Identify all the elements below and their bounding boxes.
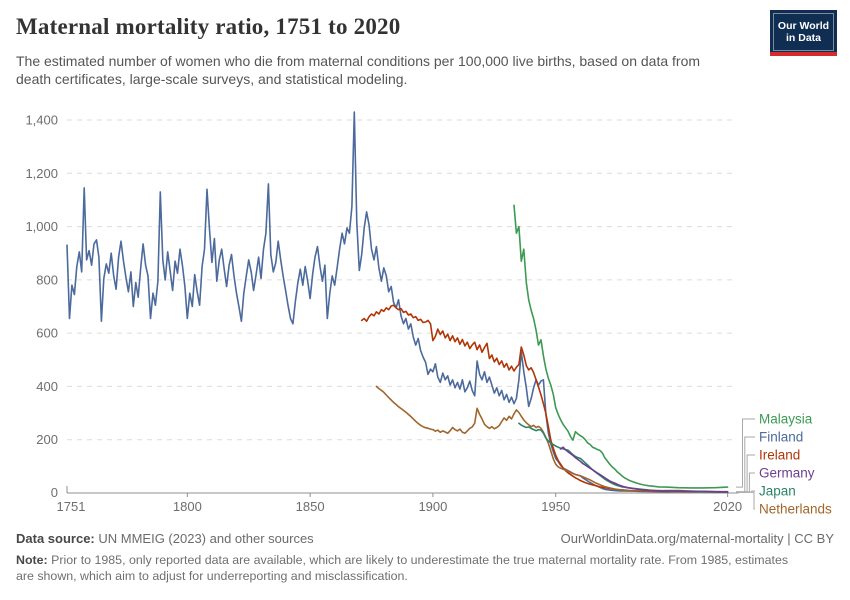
series-line-germany (559, 446, 729, 493)
series-line-ireland (360, 304, 729, 493)
legend-connector-malaysia (736, 418, 755, 488)
legend-label-malaysia[interactable]: Malaysia (759, 412, 813, 427)
note-text: Prior to 1985, only reported data are av… (16, 553, 789, 583)
page-title: Maternal mortality ratio, 1751 to 2020 (16, 14, 401, 39)
legend-label-ireland[interactable]: Ireland (759, 448, 800, 463)
y-tick-label: 400 (36, 379, 58, 394)
chart-footer: Data source: UN MMEIG (2023) and other s… (16, 531, 834, 585)
legend-label-germany[interactable]: Germany (759, 466, 815, 481)
y-tick-label: 0 (51, 485, 58, 500)
series-line-netherlands (375, 385, 729, 494)
series-line-finland (66, 111, 729, 494)
y-tick-label: 800 (36, 272, 58, 287)
y-tick-label: 1,400 (25, 113, 58, 128)
note-label: Note: (16, 553, 48, 567)
owid-logo-line2: in Data (785, 32, 821, 44)
owid-logo-red-bar (770, 52, 837, 56)
canonical-url-link[interactable]: OurWorldinData.org/maternal-mortality | … (560, 531, 834, 546)
data-source-label: Data source: (16, 531, 95, 546)
data-source-text: UN MMEIG (2023) and other sources (98, 531, 314, 546)
x-tick-label: 1850 (296, 499, 325, 514)
legend-connector-netherlands (736, 491, 755, 510)
data-source-line: Data source: UN MMEIG (2023) and other s… (16, 531, 314, 546)
x-tick-label: 2020 (713, 499, 742, 514)
owid-logo[interactable]: Our World in Data (770, 10, 837, 56)
chart-subtitle: The estimated number of women who die fr… (16, 53, 701, 88)
y-tick-label: 600 (36, 326, 58, 341)
legend-connector-finland (736, 436, 755, 493)
x-tick-label: 1751 (57, 499, 86, 514)
y-tick-label: 200 (36, 432, 58, 447)
legend-label-netherlands[interactable]: Netherlands (759, 502, 832, 517)
owid-logo-line1: Our World (777, 20, 830, 32)
x-tick-label: 1800 (173, 499, 202, 514)
owid-logo-text: Our World in Data (773, 13, 834, 51)
y-tick-label: 1,200 (25, 166, 58, 181)
chart-note: Note: Prior to 1985, only reported data … (16, 553, 834, 585)
x-tick-label: 1950 (541, 499, 570, 514)
legend-connector-germany (736, 472, 755, 493)
series-line-malaysia (513, 204, 729, 489)
legend-label-finland[interactable]: Finland (759, 430, 803, 445)
x-tick-label: 1900 (418, 499, 447, 514)
y-tick-label: 1,000 (25, 219, 58, 234)
legend-label-japan[interactable]: Japan (759, 484, 796, 499)
